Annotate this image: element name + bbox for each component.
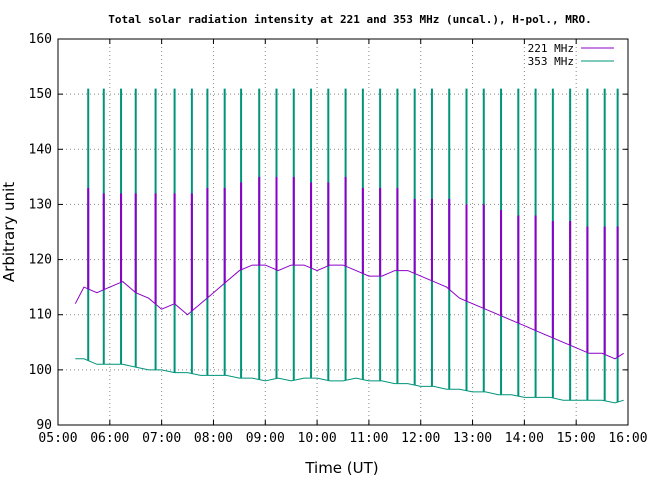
x-tick-label: 15:00 (557, 431, 596, 446)
y-tick-label: 100 (29, 363, 52, 378)
y-tick-label: 150 (29, 87, 52, 102)
series-line-353-mhz (75, 358, 624, 404)
y-axis-label: Arbitrary unit (0, 182, 18, 282)
y-tick-label: 160 (29, 32, 52, 47)
x-tick-label: 16:00 (608, 431, 647, 446)
plot-frame (57, 38, 629, 426)
legend-label: 353 MHz (528, 55, 574, 68)
x-tick-label: 05:00 (38, 431, 77, 446)
x-tick-label: 14:00 (505, 431, 544, 446)
x-tick-label: 06:00 (90, 431, 129, 446)
series-layer (74, 88, 624, 404)
x-axis-label: Time (UT) (304, 459, 378, 477)
y-tick-label: 110 (29, 308, 52, 323)
grid (58, 39, 628, 425)
axis-ticks: 05:00 06:00 07:00 08:00 09:00 10:00 11:00 12:00… (29, 32, 648, 446)
legend-label: 221 MHz (528, 42, 574, 55)
y-tick-label: 140 (29, 142, 52, 157)
x-tick-label: 09:00 (246, 431, 285, 446)
y-tick-label: 130 (29, 197, 52, 212)
y-tick-label: 120 (29, 253, 52, 268)
series-line-221-mhz (74, 264, 624, 360)
x-tick-label: 11:00 (349, 431, 388, 446)
x-tick-label: 07:00 (142, 431, 181, 446)
x-tick-label: 10:00 (298, 431, 337, 446)
x-tick-label: 12:00 (401, 431, 440, 446)
y-tick-label: 90 (36, 418, 52, 433)
chart-title: Total solar radiation intensity at 221 a… (108, 13, 591, 26)
x-tick-label: 13:00 (453, 431, 492, 446)
x-tick-label: 08:00 (194, 431, 233, 446)
